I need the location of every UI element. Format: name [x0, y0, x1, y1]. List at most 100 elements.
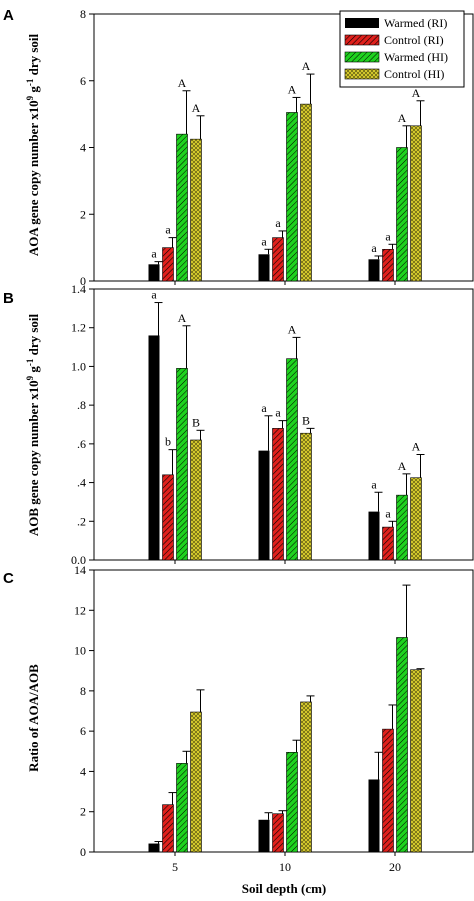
panel-b-y-tick-label: .4 — [77, 476, 86, 490]
panel-a-bar-control-hi-20 — [410, 125, 422, 282]
panel-a-sig-label: A — [302, 59, 311, 73]
panel-c-y-tick-label: 2 — [80, 805, 86, 819]
legend-swatch-warmed-ri — [345, 18, 379, 28]
panel-b-sig-label: A — [178, 311, 187, 325]
legend-swatch-warmed-hi — [344, 51, 380, 63]
panel-c-y-tick-label: 10 — [74, 644, 86, 658]
panel-a-sig-label: A — [178, 76, 187, 90]
panel-b-y-tick-label: 0.0 — [71, 553, 86, 567]
panel-a-bar-control-hi-5 — [190, 138, 202, 282]
panel-a-bar-control-ri-5 — [162, 247, 174, 282]
panel-a-sig-label: A — [288, 82, 297, 96]
panel-a-bar-warmed-hi-20 — [396, 147, 408, 282]
panel-b-y-tick-label: .2 — [77, 514, 86, 528]
panel-c-bars — [148, 584, 425, 853]
panel-a-bar-warmed-ri-5 — [148, 264, 160, 281]
panel-b-y-tick-label: 1.4 — [71, 282, 86, 296]
panel-c-bar-control-hi-10 — [300, 701, 312, 853]
panel-b-y-tick-label: .8 — [77, 398, 86, 412]
panel-c-bar-warmed-hi-10 — [286, 751, 298, 853]
panel-a-sig-label: A — [192, 101, 201, 115]
panel-b-sig-label: a — [261, 401, 267, 415]
panel-c-y-tick-label: 0 — [80, 845, 86, 859]
legend-label-warmed-hi: Warmed (HI) — [384, 50, 448, 64]
panel-c-bar-warmed-ri-10 — [258, 819, 270, 852]
panel-b-bar-control-hi-20 — [410, 477, 422, 561]
panel-b-sig-label: B — [192, 415, 200, 429]
panel-b-bar-warmed-hi-10 — [286, 358, 298, 561]
panel-a-y-tick-label: 2 — [80, 207, 86, 221]
panel-b-bar-warmed-hi-5 — [176, 368, 188, 561]
x-tick-label-5: 5 — [172, 860, 178, 874]
panel-b-sig-label: A — [412, 440, 421, 454]
panel-b-y-axis-label: AOB gene copy number x109 g-1 dry soil — [25, 313, 41, 536]
legend-label-warmed-ri: Warmed (RI) — [384, 16, 447, 30]
panel-a-bar-control-ri-20 — [382, 248, 394, 282]
panel-c-bar-control-ri-20 — [382, 728, 394, 853]
panel-c-y-tick-label: 12 — [74, 603, 86, 617]
panel-c-bar-control-hi-5 — [190, 711, 202, 853]
panel-a-y-ticks: 0 2 4 6 8 — [80, 7, 94, 288]
panel-c-y-axis-label: Ratio of AOA/AOB — [26, 664, 41, 772]
panel-a-bar-warmed-ri-20 — [368, 259, 380, 281]
panel-a-letter: A — [3, 7, 14, 24]
panel-b-bar-control-ri-5 — [162, 474, 174, 561]
panel-c-bar-warmed-hi-5 — [176, 763, 188, 853]
panel-c-y-tick-label: 6 — [80, 724, 86, 738]
panel-b-bar-warmed-ri-20 — [368, 511, 380, 560]
legend-entry-control-hi: Control (HI) — [344, 67, 444, 81]
panel-c-bar-control-ri-5 — [162, 804, 174, 853]
panel-a-y-tick-label: 8 — [80, 7, 86, 21]
panel-b-sig-label: B — [302, 413, 310, 427]
panel-b-sig-label: a — [385, 506, 391, 520]
panel-b-y-tick-label: 1.2 — [71, 321, 86, 335]
panel-b-letter: B — [3, 290, 14, 307]
x-tick-label-10: 10 — [279, 860, 291, 874]
legend: Warmed (RI) Control (RI) Warmed (HI) Con… — [339, 10, 465, 88]
panel-b-sig-label: b — [165, 435, 171, 449]
panel-c-y-tick-label: 8 — [80, 684, 86, 698]
panel-b-bar-control-hi-10 — [300, 432, 312, 561]
panel-b-bar-control-ri-10 — [272, 428, 284, 561]
panel-b-bar-control-hi-5 — [190, 439, 202, 561]
legend-label-control-hi: Control (HI) — [384, 67, 444, 81]
panel-c-bar-control-ri-10 — [272, 813, 284, 853]
legend-entry-warmed-hi: Warmed (HI) — [344, 50, 448, 64]
panel-a-sig-label: A — [398, 111, 407, 125]
x-axis-ticks: 5 10 20 — [172, 860, 401, 874]
panel-c-bar-warmed-ri-5 — [148, 843, 160, 852]
panel-a-sig-label: a — [151, 247, 157, 261]
panel-a-y-tick-label: 0 — [80, 274, 86, 288]
legend-label-control-ri: Control (RI) — [384, 33, 444, 47]
panel-a-sig-label: a — [275, 216, 281, 230]
panel-a-bar-control-hi-10 — [300, 103, 312, 282]
panel-a-bar-warmed-hi-5 — [176, 133, 188, 282]
panel-c-y-ticks: 0 2 4 6 8 10 12 14 — [74, 563, 94, 859]
panel-b-sig-label: a — [371, 477, 377, 491]
panel-a-bar-control-ri-10 — [272, 237, 284, 282]
panel-b-y-tick-label: 1.0 — [71, 359, 86, 373]
x-axis-label: Soil depth (cm) — [242, 881, 327, 896]
panel-b-sig-label: a — [151, 288, 157, 302]
x-tick-label-20: 20 — [389, 860, 401, 874]
panel-b-sig-label: A — [288, 322, 297, 336]
legend-swatch-control-ri — [344, 34, 380, 46]
panel-a-bar-warmed-ri-10 — [258, 254, 270, 281]
panel-b-bar-warmed-ri-5 — [148, 335, 160, 560]
panel-c-letter: C — [3, 570, 14, 587]
legend-entry-warmed-ri: Warmed (RI) — [345, 16, 447, 30]
panel-b-sig-label: a — [275, 406, 281, 420]
panel-a-sig-label: a — [165, 223, 171, 237]
panel-c-bar-control-hi-20 — [410, 669, 422, 853]
panel-c-y-tick-label: 14 — [74, 563, 86, 577]
panel-c-y-tick-label: 4 — [80, 764, 86, 778]
panel-b-y-tick-label: .6 — [77, 437, 86, 451]
panel-b-y-ticks: 0.0 .2 .4 .6 .8 1.0 1.2 1.4 — [71, 282, 94, 567]
panel-c-bar-warmed-ri-20 — [368, 779, 380, 852]
panel-a-sig-label: a — [371, 241, 377, 255]
panel-a-sig-label: a — [261, 234, 267, 248]
